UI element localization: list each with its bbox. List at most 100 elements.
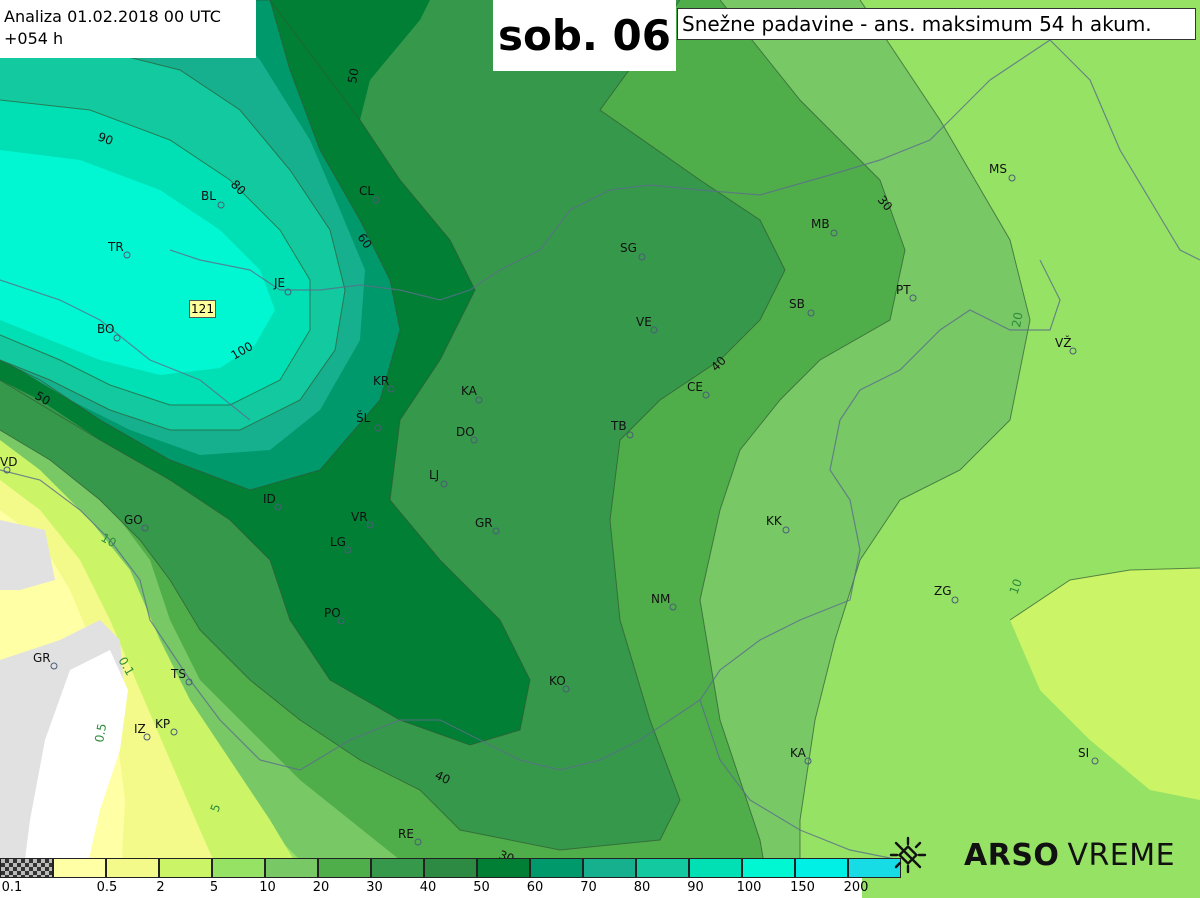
city-label: ZG: [934, 584, 952, 598]
legend-tick-label: 40: [419, 880, 437, 895]
legend-swatch: [424, 858, 477, 878]
city-label: KO: [549, 674, 566, 688]
legend-tick-label: 0.5: [96, 880, 118, 895]
band-5-10-east: [1010, 568, 1200, 800]
legend-tick-label: 200: [843, 880, 869, 895]
city-label: BO: [97, 322, 114, 336]
legend-tick-label: 10: [259, 880, 276, 895]
legend-tick-label: 150: [790, 880, 815, 895]
city-labels: MS MB CL BL TR JE BO SG SB PT VE VŽ KA K…: [0, 162, 1089, 841]
city-label: LJ: [429, 468, 439, 482]
band-100-150: [0, 150, 275, 375]
city-label: IZ: [134, 722, 146, 736]
city-label: TR: [107, 240, 124, 254]
contour-label: 10: [99, 530, 119, 550]
legend-tick-label: 50: [473, 880, 490, 895]
legend-swatch: [848, 858, 901, 878]
city-label: GR: [33, 651, 51, 665]
forecast-day: sob. 06: [493, 0, 676, 71]
legend-tick-label: 70: [580, 880, 597, 895]
contour-label: 40: [433, 768, 453, 787]
legend-swatch: [371, 858, 424, 878]
legend-swatch: [159, 858, 212, 878]
forecast-offset: +054 h: [4, 29, 64, 48]
city-label: LG: [330, 535, 346, 549]
legend-tick-label: 100: [736, 880, 762, 895]
city-label: ID: [263, 492, 276, 506]
city-label: VD: [0, 455, 17, 469]
color-legend: 0.1 0.5 2 5 10 20 30 40 50 60 70 80 90 100 150 200: [0, 858, 901, 898]
city-label: KP: [155, 717, 170, 731]
city-label: KK: [766, 514, 783, 528]
city-label: TS: [170, 667, 186, 681]
legend-tick-label: 30: [366, 880, 383, 895]
legend-tick-label: 80: [633, 880, 651, 895]
legend-tick-label: 60: [526, 880, 544, 895]
legend-swatch: [636, 858, 689, 878]
brand-name: ARSO VREME: [964, 838, 1175, 873]
legend-swatch: [742, 858, 795, 878]
city-label: DO: [456, 425, 475, 439]
city-label: VR: [351, 510, 368, 524]
legend-tick-label: 90: [687, 880, 704, 895]
city-label: PO: [324, 606, 341, 620]
city-label: GO: [124, 513, 143, 527]
legend-swatch: [318, 858, 371, 878]
legend-tick-label: 20: [312, 880, 330, 895]
brand-logo: ARSO VREME: [888, 834, 1178, 876]
legend-tick-label: 0.1: [1, 880, 23, 895]
legend-swatch: [265, 858, 318, 878]
city-label: VŽ: [1055, 335, 1071, 350]
legend-swatch: [477, 858, 530, 878]
legend-swatch: [530, 858, 583, 878]
city-label: KA: [790, 746, 807, 760]
city-label: KA: [461, 384, 478, 398]
city-label: JE: [273, 276, 285, 290]
legend-swatch: [106, 858, 159, 878]
city-label: KR: [373, 374, 389, 388]
city-label: BL: [201, 189, 216, 203]
city-label: GR: [475, 516, 493, 530]
legend-tick-label: 2: [156, 880, 165, 895]
legend-swatch: [212, 858, 265, 878]
city-label: CL: [359, 184, 374, 198]
max-value-badge: 121: [189, 300, 216, 318]
brand-name-bold: ARSO: [964, 837, 1060, 873]
legend-swatch: [795, 858, 848, 878]
contour-label: 5: [208, 802, 224, 814]
city-label: TB: [610, 419, 627, 433]
city-label: NM: [651, 592, 670, 606]
city-label: CE: [687, 380, 703, 394]
map-title: Snežne padavine - ans. maksimum 54 h aku…: [677, 8, 1196, 40]
city-label: PT: [896, 283, 911, 297]
contour-label: 10: [1007, 577, 1025, 596]
city-label: SB: [789, 297, 805, 311]
contour-label: 0.5: [92, 722, 109, 743]
city-label: MS: [989, 162, 1007, 176]
city-label: SG: [620, 241, 637, 255]
city-markers: [3, 174, 1099, 846]
city-label: ŠL: [356, 410, 371, 425]
contour-label: 90: [96, 130, 115, 148]
legend-tick-label: 5: [209, 880, 219, 895]
brand-name-light: VREME: [1067, 837, 1176, 873]
legend-swatch: [583, 858, 636, 878]
contour-label: 50: [345, 67, 361, 84]
legend-swatch: [0, 858, 53, 878]
contour-label: 20: [1009, 311, 1025, 328]
city-label: SI: [1078, 746, 1089, 760]
weather-satellite-icon: [889, 836, 927, 874]
city-label: MB: [811, 217, 830, 231]
legend-ticks: 0.1 0.5 2 5 10 20 30 40 50 60 70 80 90 100 150 200: [0, 880, 869, 898]
city-label: RE: [398, 827, 414, 841]
legend-swatches: [0, 858, 901, 880]
city-label: VE: [636, 315, 652, 329]
sea-area: [20, 650, 128, 898]
analysis-info: Analiza 01.02.2018 00 UTC +054 h: [0, 0, 256, 58]
analysis-time: Analiza 01.02.2018 00 UTC: [4, 7, 221, 26]
legend-swatch: [53, 858, 106, 878]
country-borders: [0, 39, 1200, 861]
